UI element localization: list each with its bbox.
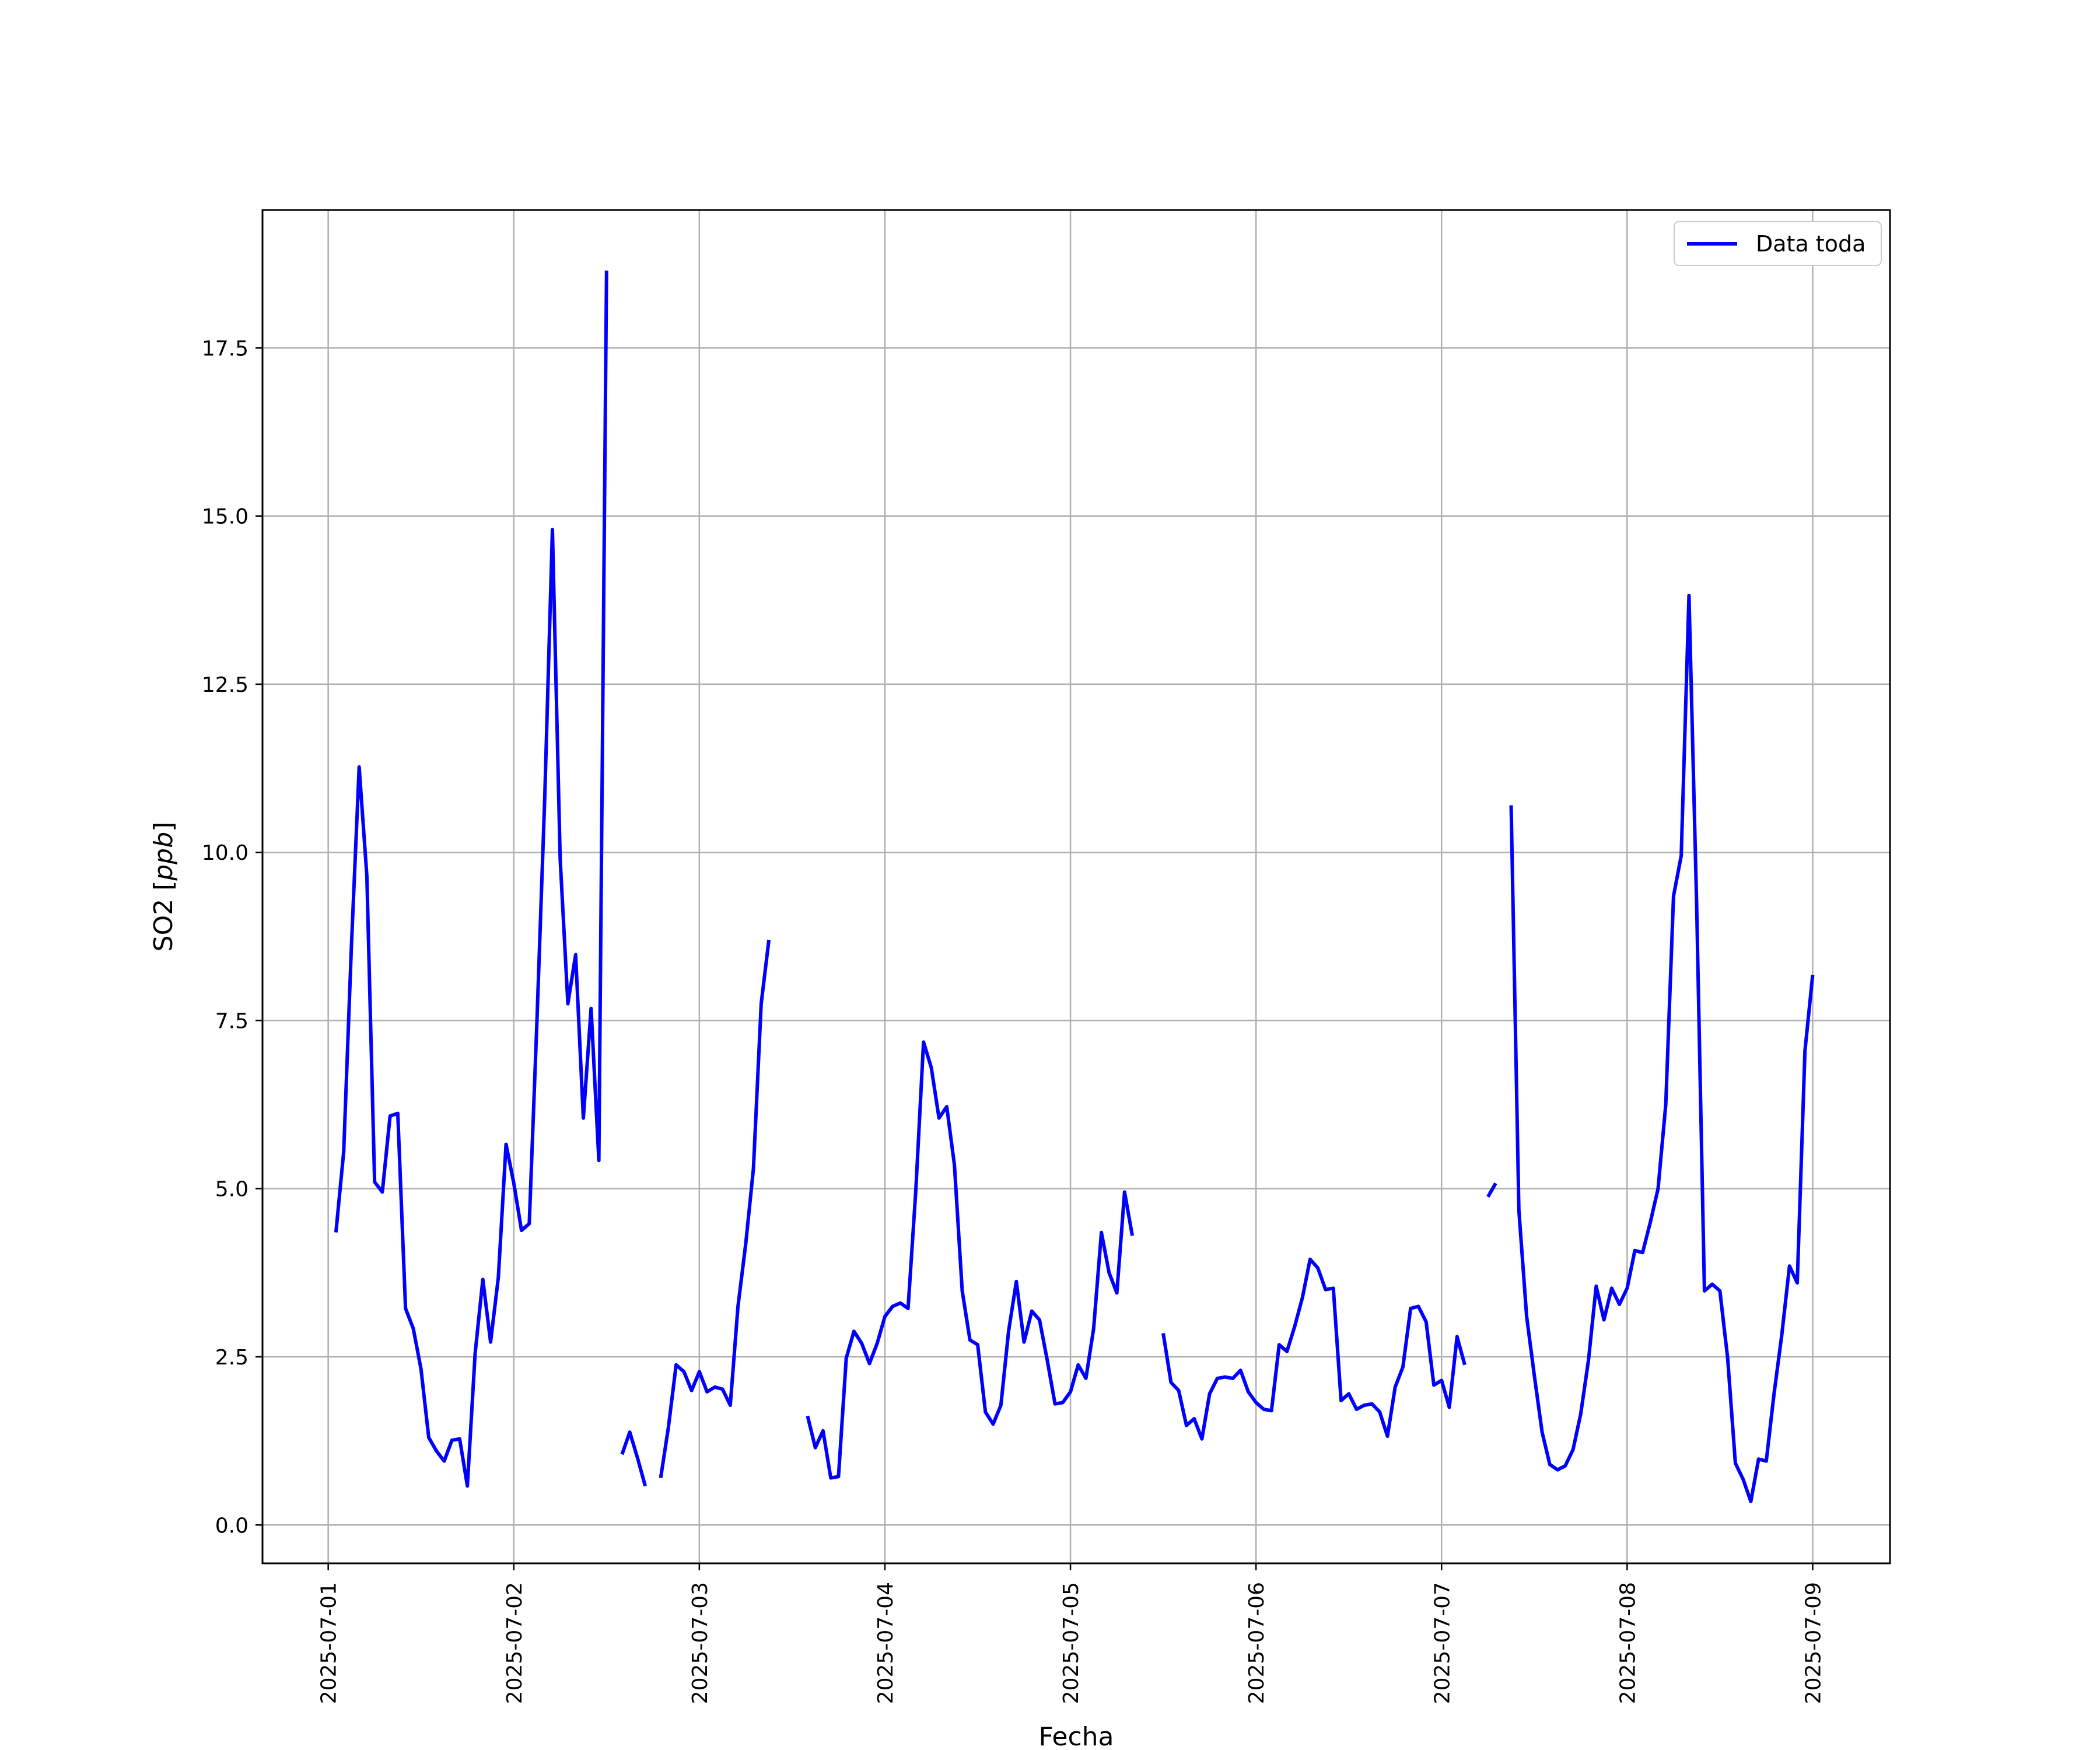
y-tick-label: 15.0 xyxy=(202,505,249,529)
y-axis-label-unit: ppb xyxy=(149,832,178,881)
x-tick-label: 2025-07-09 xyxy=(1801,1582,1825,1704)
y-tick-label: 0.0 xyxy=(215,1514,249,1538)
axis-ticks: 2025-07-01 2025-07-02 2025-07-03 2025-07-04… xyxy=(202,337,1826,1704)
y-axis-label-main: SO2 xyxy=(149,891,178,952)
x-tick-label: 2025-07-01 xyxy=(317,1582,341,1704)
y-tick-label: 7.5 xyxy=(215,1009,249,1033)
y-tick-label: 10.0 xyxy=(202,841,249,865)
series-line-segment xyxy=(1161,1257,1466,1441)
y-axis-label: SO2 [ppb] xyxy=(149,822,178,952)
x-tick-label: 2025-07-02 xyxy=(503,1582,527,1704)
series-line-segment xyxy=(1486,1182,1497,1198)
x-tick-label: 2025-07-05 xyxy=(1059,1582,1083,1704)
plot-frame xyxy=(261,209,1891,1564)
x-tick-label: 2025-07-03 xyxy=(688,1582,712,1704)
x-axis-label: Fecha xyxy=(1038,1722,1114,1750)
legend-label: Data toda xyxy=(1756,231,1866,257)
series-layer xyxy=(334,270,1815,1503)
y-axis-label-bracket-close: ] xyxy=(149,822,178,832)
series-line-segment xyxy=(334,270,608,1488)
y-tick-label: 5.0 xyxy=(215,1178,249,1202)
x-tick-label: 2025-07-04 xyxy=(874,1582,898,1704)
y-axis-label-bracket-open: [ xyxy=(149,881,178,891)
series-line-segment xyxy=(806,1040,1135,1480)
legend: Data toda xyxy=(1674,221,1882,266)
series-line-segment xyxy=(659,939,771,1479)
x-tick-label: 2025-07-08 xyxy=(1616,1582,1640,1704)
x-tick-label: 2025-07-06 xyxy=(1245,1582,1269,1704)
series-line-segment xyxy=(620,1430,647,1487)
y-tick-label: 12.5 xyxy=(202,673,249,697)
y-tick-label: 2.5 xyxy=(215,1346,249,1370)
y-tick-label: 17.5 xyxy=(202,337,249,360)
legend-box xyxy=(1674,221,1882,266)
grid xyxy=(262,210,1890,1563)
x-tick-label: 2025-07-07 xyxy=(1430,1582,1454,1704)
series-line-segment xyxy=(1509,593,1815,1503)
